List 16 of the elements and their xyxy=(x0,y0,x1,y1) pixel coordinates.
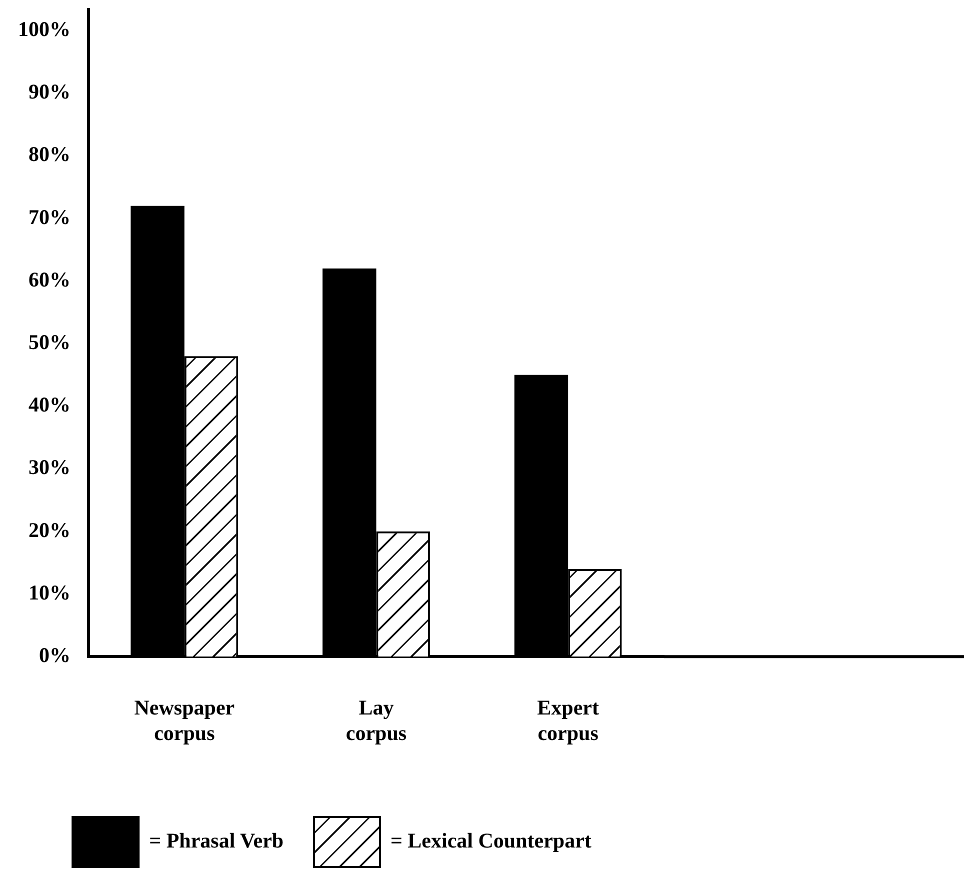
y-tick-label: 50% xyxy=(28,330,70,354)
y-tick-label: 70% xyxy=(28,204,70,229)
y-tick-label: 60% xyxy=(28,267,70,292)
y-tick-label: 90% xyxy=(28,80,70,104)
x-tick-label: Newspaper corpus xyxy=(134,696,235,745)
legend-label: = Lexical Counterpart xyxy=(390,828,592,852)
y-tick-label: 30% xyxy=(28,455,70,480)
y-tick-label: 0% xyxy=(39,643,70,668)
x-tick-label: Lay corpus xyxy=(346,696,407,745)
y-tick-label: 80% xyxy=(28,142,70,166)
y-tick-label: 10% xyxy=(28,580,70,604)
y-tick-label: 20% xyxy=(28,518,70,542)
legend-label: = Phrasal Verb xyxy=(149,828,284,852)
x-tick-label: Expert corpus xyxy=(537,696,599,745)
y-tick-label: 40% xyxy=(28,392,70,417)
y-tick-label: 100% xyxy=(18,17,70,42)
